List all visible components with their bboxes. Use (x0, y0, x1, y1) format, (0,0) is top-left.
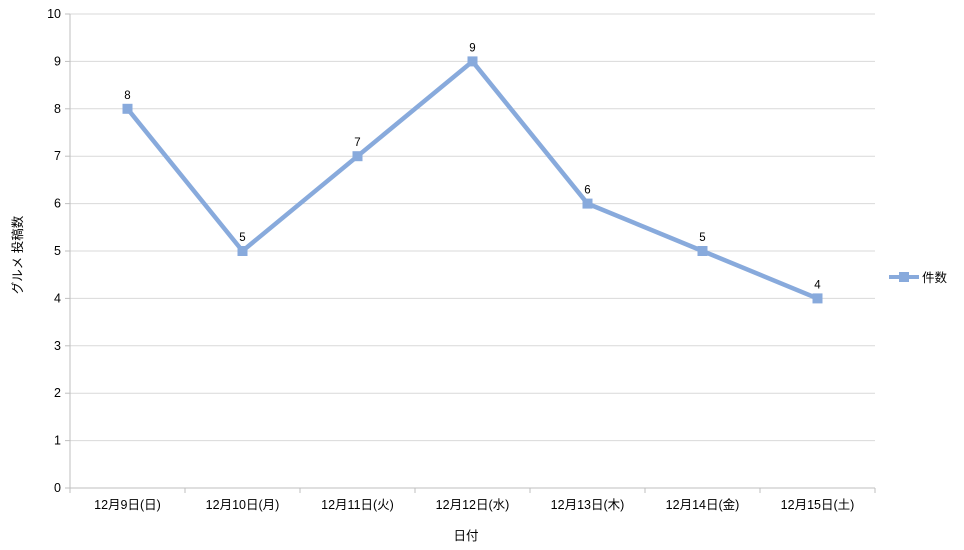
x-tick-label: 12月10日(月) (206, 498, 280, 512)
y-tick-label: 5 (54, 244, 61, 258)
y-tick-label: 6 (54, 197, 61, 211)
data-point-marker (237, 246, 248, 256)
data-point-marker (812, 293, 823, 304)
y-tick-label: 1 (54, 434, 61, 448)
data-point-label: 5 (699, 232, 705, 244)
y-tick-label: 2 (54, 386, 61, 400)
legend-marker-icon (899, 272, 909, 282)
data-labels-layer: 8 5 7 9 6 5 4 (124, 42, 821, 291)
x-tick-label: 12月14日(金) (666, 497, 740, 512)
data-point-label: 9 (469, 42, 475, 54)
legend: 件数 (889, 270, 948, 285)
y-tick-label: 9 (54, 54, 61, 68)
gridlines-layer (70, 13, 875, 442)
data-point-marker (352, 151, 363, 162)
data-point-marker (467, 56, 478, 67)
series-line (125, 58, 819, 301)
y-tick-label: 3 (54, 339, 61, 353)
data-point-label: 4 (814, 279, 821, 291)
x-tick-label: 12月12日(水) (436, 498, 510, 512)
series-layer (122, 56, 823, 304)
y-tick-label: 10 (47, 7, 61, 21)
y-tick-label: 8 (54, 102, 61, 116)
data-point-label: 8 (124, 90, 130, 102)
y-axis-title: グルメ 投稿数 (10, 215, 25, 294)
data-point-label: 5 (239, 232, 245, 244)
x-tick-label: 12月9日(日) (94, 498, 161, 512)
data-point-label: 6 (584, 185, 590, 197)
y-tick-label: 0 (54, 481, 61, 495)
data-point-marker (697, 246, 708, 256)
x-tick-label: 12月13日(木) (551, 498, 625, 512)
data-point-marker (582, 198, 593, 209)
x-tick-label: 12月11日(火) (321, 498, 394, 512)
x-axis-title: 日付 (453, 529, 478, 543)
data-point-marker (122, 103, 133, 114)
y-tick-label: 7 (54, 149, 61, 163)
legend-series-label: 件数 (922, 270, 948, 285)
x-tick-label: 12月15日(土) (781, 498, 855, 512)
axes-layer: 0 1 2 3 4 5 6 7 8 9 10 12月9日(日) 12月10日(月) 12月11日(火) 12… (47, 7, 876, 512)
data-point-label: 7 (354, 137, 360, 149)
y-tick-label: 4 (54, 291, 61, 305)
